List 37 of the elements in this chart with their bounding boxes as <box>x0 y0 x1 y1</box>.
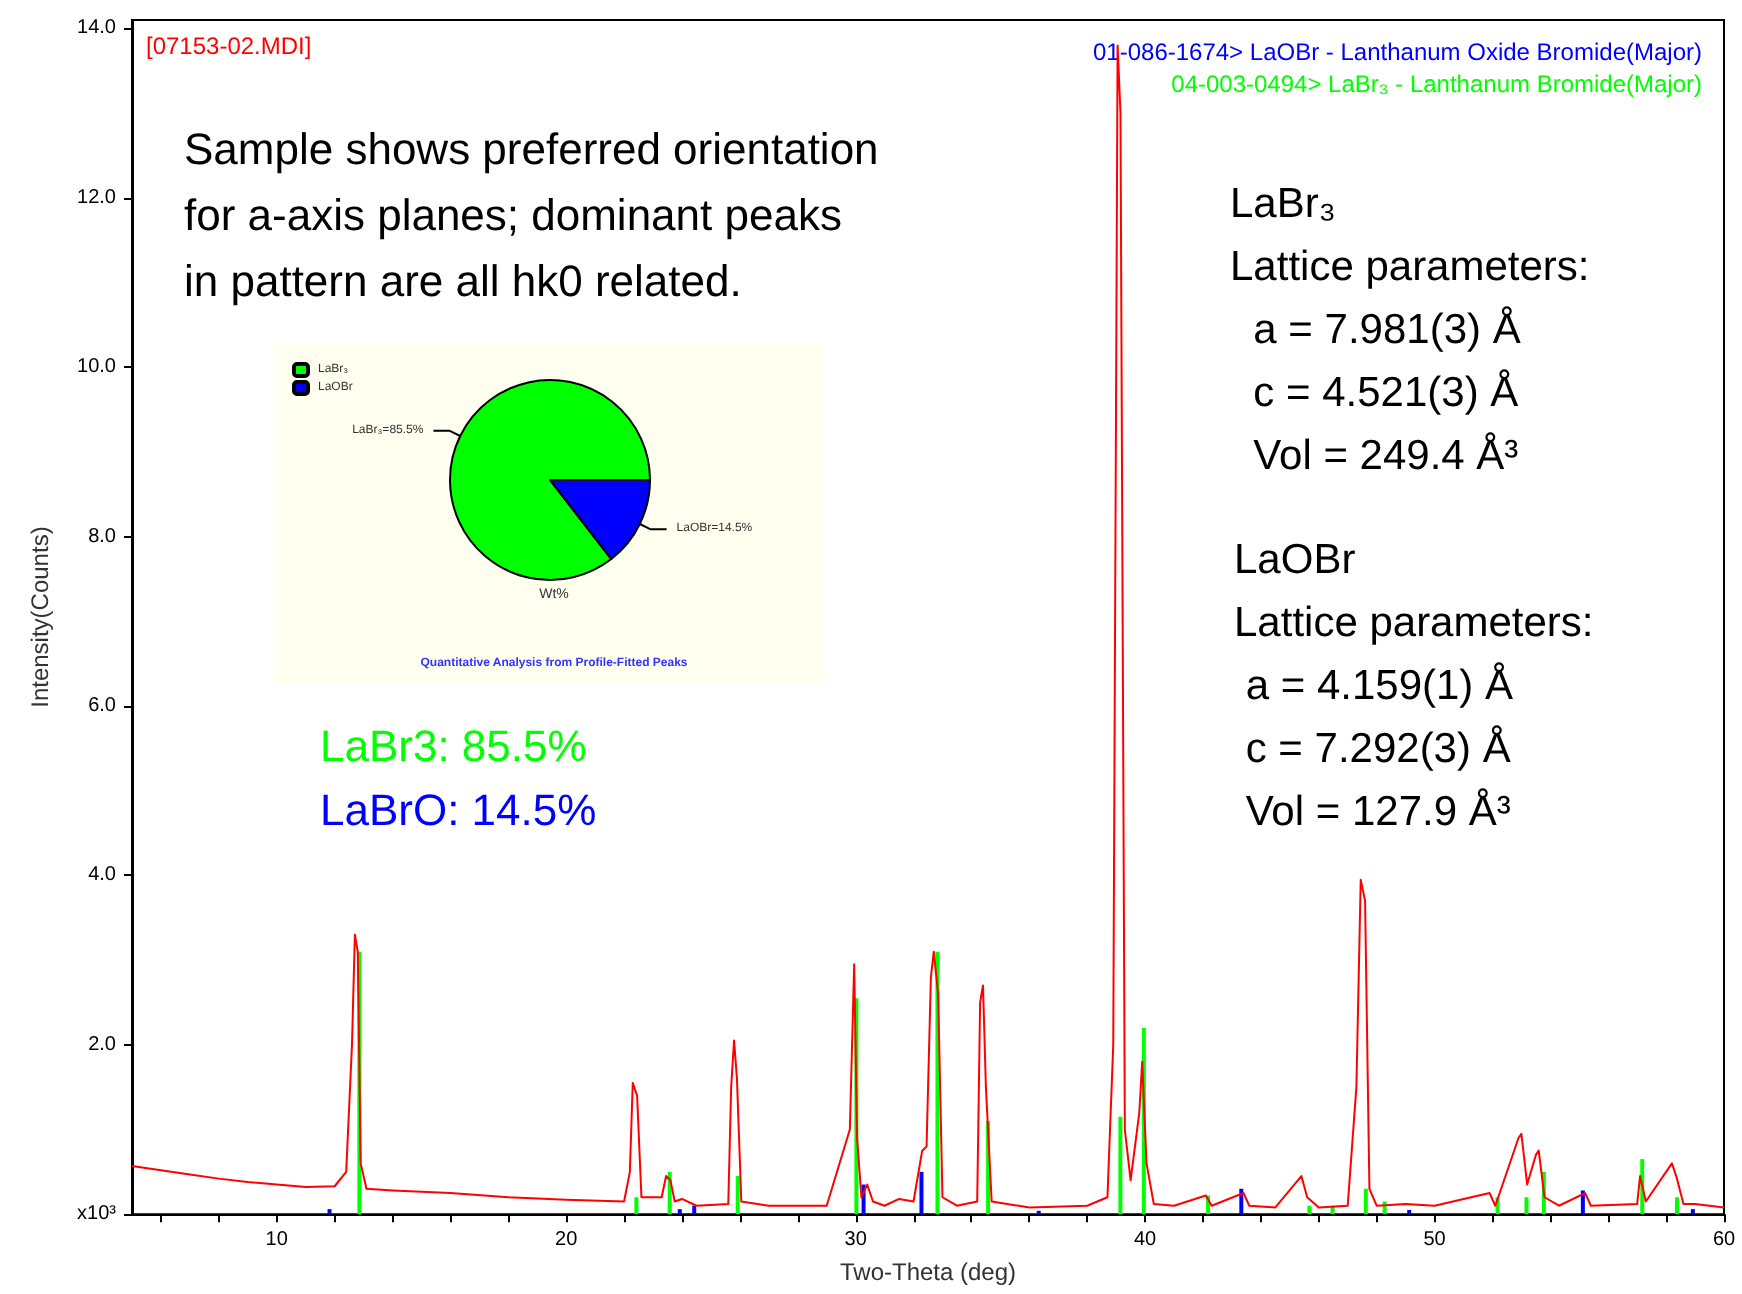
bar <box>692 1205 697 1215</box>
bar <box>634 1197 639 1215</box>
bar <box>1580 1190 1585 1215</box>
bar <box>677 1209 682 1215</box>
text: 04-003-0494> LaBr₃ - Lanthanum Bromide(Major) <box>1171 70 1703 98</box>
y-tick-label: 6.0 <box>88 695 117 718</box>
bar <box>735 1176 740 1215</box>
bar <box>919 1171 924 1215</box>
x-tick-label: 60 <box>1712 1229 1736 1252</box>
bar <box>327 1209 332 1215</box>
annotation: Sample shows preferred orientation for a-axis planes; dominant peaks in pattern are all hk0 related. <box>184 124 879 306</box>
x-tick-label: 50 <box>1423 1229 1447 1252</box>
bar <box>1407 1209 1412 1215</box>
bar <box>1690 1209 1695 1215</box>
y-axis-title: Intensity(Counts) <box>26 526 54 708</box>
y-tick-label: 14.0 <box>77 17 117 40</box>
x-tick-label: 10 <box>265 1229 289 1252</box>
x-tick-label: 20 <box>555 1229 579 1252</box>
bar <box>1307 1205 1312 1215</box>
annotation: LaBr₃ Lattice parameters: a = 7.981(3) Å c = 4.521(3) Å Vol = 249.4 Å³ <box>1230 180 1590 479</box>
bar <box>1118 1116 1123 1215</box>
y-tick-label: 4.0 <box>88 864 117 887</box>
x-tick-label: 40 <box>1133 1229 1158 1252</box>
annotation: LaOBr Lattice parameters: a = 4.159(1) Å c = 7.292(3) Å Vol = 127.9 Å³ <box>1234 536 1594 835</box>
y-tick-label: 12.0 <box>77 186 117 209</box>
bar <box>1363 1188 1368 1215</box>
bar <box>1524 1197 1529 1215</box>
y-tick-label: 2.0 <box>88 1033 117 1056</box>
x-tick-label: 30 <box>844 1229 868 1252</box>
annotation: LaBrO: 14.5% <box>320 785 597 835</box>
y-tick-label: 8.0 <box>88 525 117 548</box>
bar <box>1674 1197 1679 1215</box>
x-axis-title: Two-Theta (deg) <box>839 1258 1017 1286</box>
y-tick-label: 10.0 <box>77 356 117 379</box>
text: [07153-02.MDI] <box>146 32 312 60</box>
y-tick-label: x10³ <box>77 1203 118 1226</box>
annotation: LaBr3: 85.5% <box>320 721 587 771</box>
